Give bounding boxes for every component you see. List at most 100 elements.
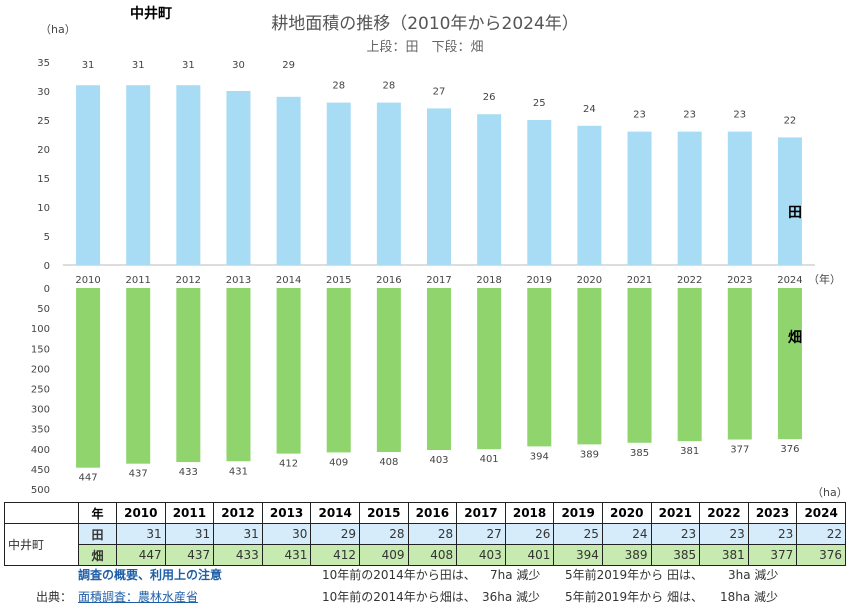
bar-hata-2022 <box>677 288 702 442</box>
table-cell: 394 <box>553 544 603 566</box>
data-label-hata-2012: 433 <box>179 467 198 478</box>
y-tick-hata: 500 <box>31 485 50 496</box>
bar-ta-2022 <box>677 131 702 265</box>
table-cell: 29 <box>310 523 360 545</box>
table-header-row: 年 2010 2011 2012 2013 2014 2015 2016 2017 2018 20… <box>4 502 846 524</box>
x-tick-2017: 2017 <box>426 275 451 286</box>
data-label-hata-2020: 389 <box>580 449 599 460</box>
y-tick-hata: 50 <box>37 304 50 315</box>
bar-ta-2021 <box>627 131 652 265</box>
table-row-hata: 畑 447 437 433 431 412 409 408 403 401 394 389 385 38… <box>5 544 846 566</box>
y-tick-hata: 350 <box>31 425 50 436</box>
data-label-ta-2024: 22 <box>784 115 797 126</box>
data-label-ta-2010: 31 <box>82 60 95 71</box>
data-label-hata-2023: 377 <box>730 445 749 456</box>
data-label-ta-2018: 26 <box>483 92 496 103</box>
table-cell: 26 <box>504 523 555 545</box>
y-tick-ta: 5 <box>44 232 50 243</box>
bar-ta-2010 <box>76 85 101 265</box>
data-label-hata-2015: 409 <box>329 457 348 468</box>
table-year-cell: 2012 <box>213 502 263 524</box>
y-tick-hata: 400 <box>31 445 50 456</box>
x-tick-2011: 2011 <box>125 275 150 286</box>
data-label-ta-2013: 30 <box>232 60 245 71</box>
data-label-ta-2020: 24 <box>583 104 596 115</box>
data-label-hata-2014: 412 <box>279 459 298 470</box>
y-tick-ta: 25 <box>37 116 50 127</box>
data-label-hata-2021: 385 <box>630 448 649 459</box>
x-tick-2021: 2021 <box>627 275 652 286</box>
y-tick-hata: 250 <box>31 385 50 396</box>
note-hata-10y: 10年前の2014年から畑は、 <box>322 590 476 604</box>
bar-ta-2011 <box>126 85 151 265</box>
table-year-cell: 2022 <box>699 502 749 524</box>
chart-title: 耕地面積の推移（2010年から2024年） <box>271 14 579 34</box>
table-cell: 31 <box>116 523 166 545</box>
note-hata-5y-value: 18ha 減少 <box>720 590 779 604</box>
data-label-hata-2018: 401 <box>480 454 499 465</box>
data-label-ta-2017: 27 <box>433 86 446 97</box>
y-axis-label-hata: （ha） <box>812 486 848 499</box>
table-year-cell: 2021 <box>650 502 701 524</box>
note-ta-10y: 10年前の2014年から田は、 <box>322 568 476 582</box>
x-tick-2013: 2013 <box>226 275 251 286</box>
table-year-cell: 2014 <box>310 502 360 524</box>
table-cell: 30 <box>261 523 312 545</box>
bar-hata-2019 <box>527 288 552 447</box>
y-tick-hata: 0 <box>44 284 50 295</box>
note-ta-5y: 5年前2019年から 田は、 <box>565 568 703 582</box>
y-tick-ta: 20 <box>37 145 50 156</box>
y-tick-ta: 30 <box>37 87 50 98</box>
table-row-label-ta: 田 <box>78 523 117 545</box>
table-cell: 408 <box>407 544 458 566</box>
note-hata-5y: 5年前2019年から 畑は、 <box>565 590 703 604</box>
note-hata-10y-value: 36ha 減少 <box>482 590 541 604</box>
table-cell: 31 <box>213 523 263 545</box>
table-cell: 431 <box>261 544 312 566</box>
data-label-ta-2019: 25 <box>533 98 546 109</box>
series-label-ta: 田 <box>788 205 802 221</box>
y-axis-label-ta: （ha） <box>40 23 76 36</box>
table-cell: 412 <box>310 544 360 566</box>
table-cell: 401 <box>504 544 555 566</box>
bar-ta-2020 <box>577 125 602 265</box>
table-cell: 447 <box>116 544 166 566</box>
table-year-cell: 2018 <box>504 502 555 524</box>
note-ta-10y-value: 7ha 減少 <box>490 568 541 582</box>
bar-hata-2020 <box>577 288 602 445</box>
data-label-ta-2021: 23 <box>633 110 646 121</box>
bar-hata-2010 <box>76 288 101 468</box>
farmland-chart: （ha） 0 5 10 15 20 25 30 35 31 31 31 30 29 28 28 27 26 25 24… <box>31 23 848 499</box>
bar-ta-2017 <box>427 108 451 266</box>
table-year-cell: 2016 <box>407 502 458 524</box>
table-cell: 28 <box>358 523 409 545</box>
data-label-ta-2022: 23 <box>683 110 696 121</box>
table-cell: 27 <box>456 523 506 545</box>
town-name: 中井町 <box>130 6 172 22</box>
table-year-cell: 2013 <box>261 502 312 524</box>
data-label-ta-2023: 23 <box>733 110 746 121</box>
data-label-hata-2024: 376 <box>780 444 799 455</box>
bar-ta-2018 <box>477 114 502 265</box>
table-cell: 28 <box>407 523 458 545</box>
bar-hata-2023 <box>727 288 752 440</box>
bar-hata-2021 <box>627 288 652 443</box>
table-year-cell: 2010 <box>116 502 166 524</box>
table-year-cell: 2020 <box>601 502 652 524</box>
x-tick-2010: 2010 <box>75 275 100 286</box>
source-link[interactable]: 面積調査：農林水産省 <box>78 590 199 604</box>
table-cell: 23 <box>747 523 798 545</box>
data-label-hata-2022: 381 <box>680 446 699 457</box>
data-label-hata-2011: 437 <box>129 469 148 480</box>
overview-link[interactable]: 調査の概要、利用上の注意 <box>78 568 223 582</box>
x-tick-2018: 2018 <box>476 275 501 286</box>
bar-hata-2018 <box>477 288 502 450</box>
bar-ta-2015 <box>326 102 351 265</box>
table-year-cell: 2015 <box>358 502 409 524</box>
x-tick-2014: 2014 <box>276 275 301 286</box>
table-year-header: 年 <box>78 502 117 524</box>
bar-ta-2012 <box>176 85 201 265</box>
bar-hata-2013 <box>226 288 251 462</box>
table-cell: 381 <box>699 544 749 566</box>
bar-hata-2014 <box>276 288 301 454</box>
